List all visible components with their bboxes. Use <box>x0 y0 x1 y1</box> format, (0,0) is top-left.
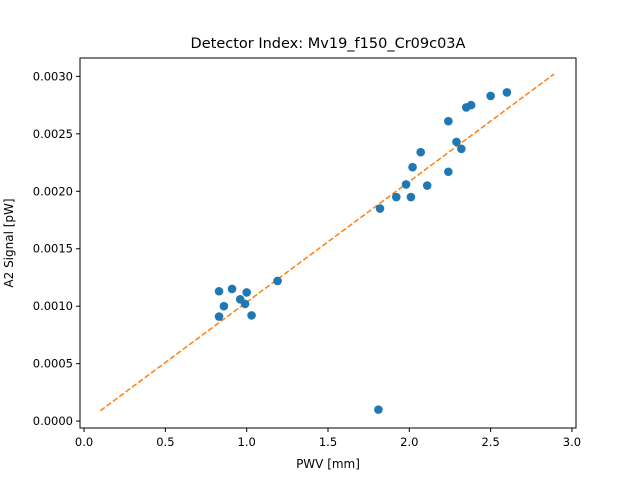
data-point-6 <box>242 288 251 297</box>
x-tick-label: 3.0 <box>563 435 581 449</box>
data-point-17 <box>444 167 453 177</box>
data-point-23 <box>486 91 495 101</box>
data-point-20 <box>457 144 466 154</box>
data-point-11 <box>392 192 401 202</box>
data-point-14 <box>408 162 417 172</box>
x-tick-label: 1.5 <box>319 435 337 449</box>
y-axis-ticks: 0.0000 0.0005 0.0010 0.0015 0.0020 0.0025 0.00… <box>33 69 80 428</box>
x-tick-label: 0.0 <box>75 435 93 449</box>
y-tick-label: 0.0015 <box>33 242 73 256</box>
y-tick-label: 0.0025 <box>33 127 73 141</box>
x-tick-label: 2.5 <box>481 435 499 449</box>
y-tick-label: 0.0005 <box>33 357 73 371</box>
data-point-0 <box>214 312 224 321</box>
x-tick-label: 2.0 <box>400 435 418 449</box>
x-tick-label: 1.0 <box>238 435 256 449</box>
data-point-12 <box>401 180 411 189</box>
data-point-15 <box>416 147 425 157</box>
data-point-3 <box>227 284 237 294</box>
y-tick-label: 0.0010 <box>33 299 73 313</box>
data-point-8 <box>273 276 282 286</box>
x-axis-ticks: 0.0 0.5 1.0 1.5 2.0 2.5 3.0 <box>75 428 581 449</box>
data-point-18 <box>444 116 453 126</box>
data-point-19 <box>452 137 461 147</box>
data-point-16 <box>422 181 432 190</box>
chart-title: Detector Index: Mv19_f150_Cr09c03A <box>191 36 466 52</box>
data-point-22 <box>466 100 476 110</box>
data-point-2 <box>219 301 229 311</box>
data-point-24 <box>502 88 512 97</box>
data-point-7 <box>247 311 256 320</box>
y-axis-label: A2 Signal [pW] <box>2 198 16 287</box>
y-tick-label: 0.0000 <box>33 414 73 428</box>
data-point-13 <box>406 192 416 202</box>
fit-line <box>99 73 555 412</box>
y-tick-label: 0.0020 <box>33 184 73 198</box>
x-axis-label: PWV [mm] <box>296 457 360 471</box>
data-point-5 <box>240 299 250 309</box>
data-point-10 <box>375 204 385 213</box>
y-tick-label: 0.0030 <box>33 69 73 83</box>
x-tick-label: 0.5 <box>156 435 174 449</box>
data-point-1 <box>214 286 224 296</box>
fit-line-layer <box>99 73 555 412</box>
data-point-9 <box>374 405 383 414</box>
points-layer <box>214 88 512 414</box>
